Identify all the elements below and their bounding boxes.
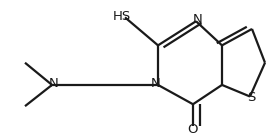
Text: N: N	[150, 77, 160, 90]
Text: N: N	[49, 77, 58, 90]
Text: HS: HS	[112, 10, 131, 23]
Text: O: O	[188, 123, 198, 136]
Text: S: S	[247, 91, 256, 104]
Text: N: N	[192, 13, 202, 26]
